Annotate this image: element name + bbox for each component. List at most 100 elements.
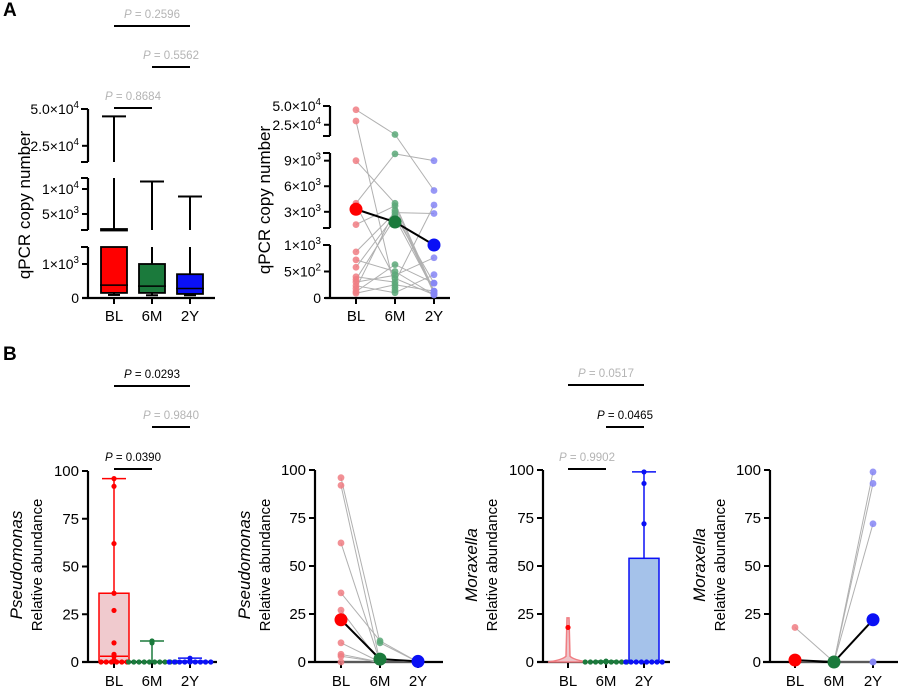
data-point [430, 254, 438, 262]
y-tick-label-mantissa: 2.5×10 [272, 117, 315, 133]
p-value-label: P = 0.2596 [124, 9, 180, 21]
y-tick-label: 5.0×104 [30, 100, 79, 117]
data-point [337, 474, 345, 482]
y-tick-label-mantissa: 5.0×10 [30, 101, 73, 117]
box-6M [582, 658, 630, 665]
data-point [644, 659, 650, 665]
data-point [166, 659, 172, 665]
y-tick-label: 1×103 [42, 255, 80, 272]
data-point [337, 589, 345, 597]
y-tick-label: 9×103 [284, 152, 322, 169]
y-tick-label-mantissa: 25 [517, 606, 534, 623]
y-tick-label-mantissa: 25 [289, 606, 306, 623]
data-point [208, 659, 214, 665]
subject-line [340, 642, 381, 663]
y-tick-label: 1×103 [284, 236, 322, 253]
data-point [126, 659, 132, 665]
data-point [157, 659, 163, 665]
subject-line [794, 627, 835, 663]
x-tick-label: BL [786, 673, 804, 690]
y-tick-label: 5×102 [284, 263, 321, 280]
data-point [619, 659, 625, 665]
y-tick-label: 25 [517, 606, 534, 623]
p-symbol: P [124, 369, 132, 381]
y-axis-title: Relative abundance [712, 499, 729, 632]
p-value-label: P = 0.0390 [105, 452, 161, 464]
subject-line [394, 277, 435, 296]
y-tick-label: 2.5×104 [30, 137, 79, 154]
y-tick-label-mantissa: 25 [62, 606, 79, 623]
subject-line [394, 274, 435, 294]
panel-label-b: B [3, 344, 17, 365]
data-point [187, 659, 193, 665]
y-axis-title: qPCR copy number [15, 130, 34, 279]
data-point [869, 468, 877, 476]
y-tick-label-exponent: 3 [316, 203, 322, 214]
y-tick-label-exponent: 4 [316, 97, 322, 108]
y-tick-label: 0 [313, 290, 321, 306]
box-iqr [176, 273, 204, 295]
y-tick-label: 3×103 [284, 203, 322, 220]
data-point [649, 659, 655, 665]
box-iqr [628, 557, 660, 663]
subject-line [394, 134, 435, 191]
p-value-text: = 0.8684 [113, 91, 162, 103]
y-tick-label: 0 [753, 654, 761, 671]
data-point [430, 271, 438, 279]
x-tick-label: 6M [370, 673, 391, 690]
data-point [352, 256, 360, 264]
p-symbol: P [559, 452, 567, 464]
y-tick-label-exponent: 3 [74, 205, 80, 216]
data-point [352, 157, 360, 165]
y-tick-label-mantissa: 1×10 [42, 256, 74, 272]
x-tick-label: 6M [824, 673, 845, 690]
data-point [613, 659, 620, 665]
mean-point [334, 613, 348, 627]
y-axis-title-genus: Pseudomonas [235, 510, 254, 619]
p-value-label: P = 0.0465 [597, 410, 653, 422]
box-BL [100, 115, 128, 296]
data-point [146, 659, 152, 665]
mean-line [355, 208, 396, 223]
data-point [391, 284, 399, 291]
data-point [352, 221, 360, 228]
data-point [182, 659, 188, 665]
y-tick-label-mantissa: 25 [744, 606, 761, 623]
p-value-label: P = 0.8684 [105, 91, 162, 103]
y-tick-label-mantissa: 0 [526, 654, 534, 671]
box-iqr [100, 246, 128, 294]
x-tick-label: 6M [142, 308, 163, 325]
y-tick-label-mantissa: 50 [289, 558, 306, 575]
data-point [111, 653, 117, 659]
p-symbol: P [105, 91, 113, 103]
data-point [352, 106, 360, 114]
mean-line [794, 659, 835, 663]
y-tick-label-mantissa: 3×10 [284, 204, 316, 220]
subject-line [394, 203, 435, 292]
data-point [352, 117, 360, 125]
data-point [391, 261, 399, 269]
y-tick-label-mantissa: 1×10 [42, 181, 74, 197]
data-point [352, 263, 360, 271]
subject-line [340, 592, 381, 642]
data-point [337, 639, 345, 647]
y-tick-label-mantissa: 9×10 [284, 153, 316, 169]
subject-line [394, 153, 435, 162]
p-symbol: P [578, 368, 586, 380]
p-value-text: = 0.0517 [586, 368, 634, 380]
x-tick-label: BL [105, 673, 123, 690]
data-point [152, 659, 158, 665]
y-tick-label: 0 [298, 654, 306, 671]
data-point [352, 289, 360, 297]
y-tick-label-mantissa: 5×10 [284, 264, 316, 280]
p-symbol: P [143, 410, 151, 422]
p-value-text: = 0.0293 [132, 369, 180, 381]
box-BL [547, 617, 589, 663]
subject-line [340, 477, 381, 643]
data-point [430, 201, 438, 209]
data-point [103, 659, 109, 665]
y-tick-label: 75 [744, 510, 761, 527]
data-point [162, 659, 168, 665]
p-value-text: = 0.5562 [151, 50, 199, 62]
